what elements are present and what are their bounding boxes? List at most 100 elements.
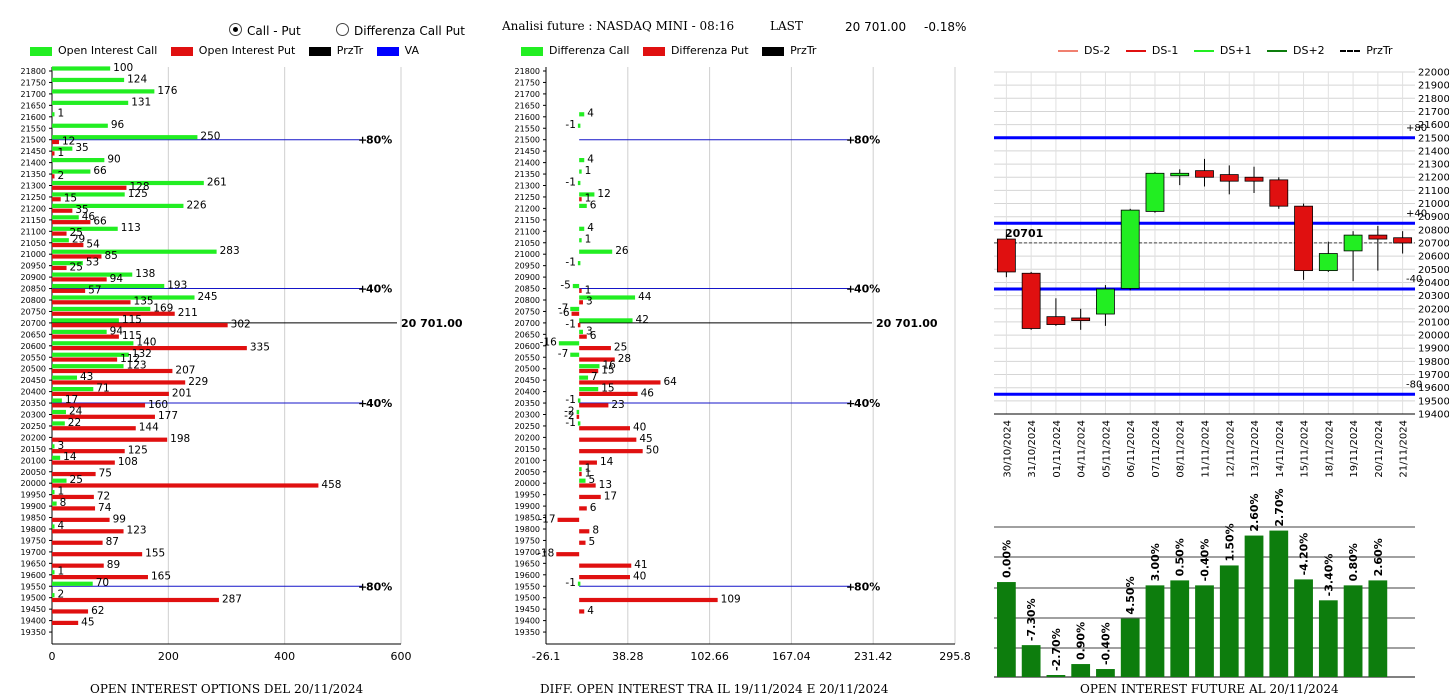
call-bar-p2-label: 4 bbox=[587, 154, 594, 166]
put-bar-p2-label: 17 bbox=[604, 490, 617, 502]
put-bar-p2 bbox=[579, 483, 596, 488]
strike-label-p2: 19350 bbox=[515, 628, 540, 637]
level-label-p2: 80% bbox=[854, 580, 880, 593]
call-bar-p2-label: -1 bbox=[565, 577, 575, 589]
put-bar-p2 bbox=[557, 517, 580, 522]
put-bar-p2 bbox=[577, 323, 581, 328]
call-bar-p1-label: 131 bbox=[131, 96, 151, 108]
put-bar-p1-label: 160 bbox=[148, 399, 168, 411]
strike-label-p2: 19400 bbox=[515, 617, 540, 626]
strike-label-p1: 20700 bbox=[21, 319, 46, 328]
price-tick-label: 20300 bbox=[1418, 291, 1449, 302]
put-bar-p2-label: 64 bbox=[663, 376, 677, 388]
strike-label-p1: 19350 bbox=[21, 628, 46, 637]
change-percent: -0.18% bbox=[924, 20, 967, 34]
call-bar-p2-label: -1 bbox=[565, 119, 575, 131]
call-bar-p1 bbox=[52, 192, 125, 197]
put-bar-p2-label: 4 bbox=[587, 605, 594, 617]
call-bar-p2 bbox=[579, 158, 585, 163]
strike-label-p2: 19550 bbox=[515, 582, 540, 591]
level-marker-p1: + bbox=[358, 580, 367, 593]
call-bar-p2-label: 42 bbox=[636, 314, 649, 326]
strike-label-p2: 19650 bbox=[515, 559, 540, 568]
strike-label-p2: 19700 bbox=[515, 548, 540, 557]
call-bar-p2 bbox=[577, 180, 581, 186]
strike-label-p1: 20950 bbox=[21, 262, 46, 271]
call-bar-p1-label: 22 bbox=[68, 417, 81, 429]
strike-label-p1: 19800 bbox=[21, 525, 46, 534]
put-bar-p2 bbox=[579, 609, 585, 614]
date-label: 21/11/2024 bbox=[1399, 420, 1410, 478]
call-bar-p1 bbox=[52, 593, 55, 598]
strike-label-p1: 21500 bbox=[21, 136, 46, 145]
strike-label-p1: 20050 bbox=[21, 468, 46, 477]
x-tick-label-p2: -26.1 bbox=[532, 650, 560, 663]
put-bar-p1-label: 75 bbox=[99, 467, 112, 479]
put-bar-p2 bbox=[579, 563, 632, 568]
strike-label-p2: 20550 bbox=[515, 353, 540, 362]
strike-label-p2: 19800 bbox=[515, 525, 540, 534]
radio-call-put[interactable]: Call - Put bbox=[229, 22, 301, 38]
strike-label-p2: 21750 bbox=[515, 78, 540, 87]
put-bar-p1-label: 207 bbox=[175, 364, 195, 376]
candle-body bbox=[996, 238, 1016, 273]
strike-label-p2: 21600 bbox=[515, 113, 540, 122]
price-tick-label: 22000 bbox=[1418, 68, 1449, 79]
put-bar-p2-label: 8 bbox=[592, 525, 599, 537]
price-tick-label: 21800 bbox=[1418, 94, 1449, 105]
level-label-p2: 40% bbox=[854, 283, 880, 296]
date-label: 20/11/2024 bbox=[1374, 420, 1385, 478]
call-bar-p2-label: 16 bbox=[602, 360, 616, 372]
level-label-p2: 80% bbox=[854, 134, 880, 147]
oi-change-bar bbox=[1120, 618, 1140, 677]
strike-label-p2: 20350 bbox=[515, 399, 540, 408]
price-tick-label: 19600 bbox=[1418, 383, 1449, 394]
put-bar-p1 bbox=[52, 265, 67, 271]
call-bar-p1 bbox=[52, 283, 165, 289]
oi-change-bar bbox=[997, 582, 1016, 677]
strike-label-p2: 20900 bbox=[515, 273, 540, 282]
oi-change-bar bbox=[1343, 585, 1363, 677]
put-bar-p1-label: 87 bbox=[106, 536, 119, 548]
strike-label-p2: 20100 bbox=[515, 456, 540, 465]
call-bar-p1-label: 46 bbox=[82, 211, 96, 223]
strike-label-p2: 20200 bbox=[515, 433, 540, 442]
call-bar-p1 bbox=[52, 421, 65, 426]
radio-unselected-icon bbox=[336, 23, 349, 36]
strike-label-p2: 21650 bbox=[515, 101, 540, 110]
x-tick-label-p2: 38.28 bbox=[612, 650, 644, 663]
strike-label-p1: 20000 bbox=[21, 479, 46, 488]
call-bar-p1 bbox=[52, 249, 217, 254]
put-bar-p1-label: 25 bbox=[70, 227, 83, 239]
call-bar-p1-label: 1 bbox=[58, 486, 65, 498]
last-price-tag: 20701 bbox=[1005, 227, 1043, 240]
price-tick-label: 20700 bbox=[1418, 239, 1449, 250]
date-label: 14/11/2024 bbox=[1275, 420, 1286, 478]
put-bar-p1-label: 62 bbox=[91, 605, 104, 617]
candle-body bbox=[1195, 170, 1214, 178]
call-bar-p1 bbox=[52, 226, 118, 231]
put-bar-p2-label: 25 bbox=[614, 342, 627, 354]
level-label-p1: 40% bbox=[366, 283, 392, 296]
candle-body bbox=[1244, 176, 1264, 182]
put-bar-p1-label: 54 bbox=[86, 238, 100, 250]
put-bar-p2 bbox=[579, 437, 637, 442]
put-bar-p1-label: 25 bbox=[70, 261, 83, 273]
call-bar-p1-label: 8 bbox=[60, 497, 67, 509]
strike-label-p2: 21200 bbox=[515, 204, 540, 213]
radio-differenza[interactable]: Differenza Call Put bbox=[336, 22, 465, 38]
oi-change-label: 3.00% bbox=[1149, 543, 1162, 581]
call-bar-p1 bbox=[52, 455, 61, 460]
date-label: 13/11/2024 bbox=[1250, 420, 1261, 478]
put-bar-p1 bbox=[52, 368, 173, 374]
call-bar-p2 bbox=[579, 364, 600, 369]
call-bar-p1 bbox=[52, 215, 79, 220]
put-bar-p1 bbox=[52, 483, 319, 488]
strike-label-p1: 21250 bbox=[21, 193, 46, 202]
call-bar-p2-label: 1 bbox=[585, 234, 592, 246]
call-bar-p1-label: 29 bbox=[72, 234, 85, 246]
call-bar-p2 bbox=[579, 238, 582, 243]
va-level-label: +80 bbox=[1406, 123, 1427, 134]
oi-change-bar bbox=[1096, 669, 1115, 677]
put-bar-p1-label: 57 bbox=[88, 284, 101, 296]
